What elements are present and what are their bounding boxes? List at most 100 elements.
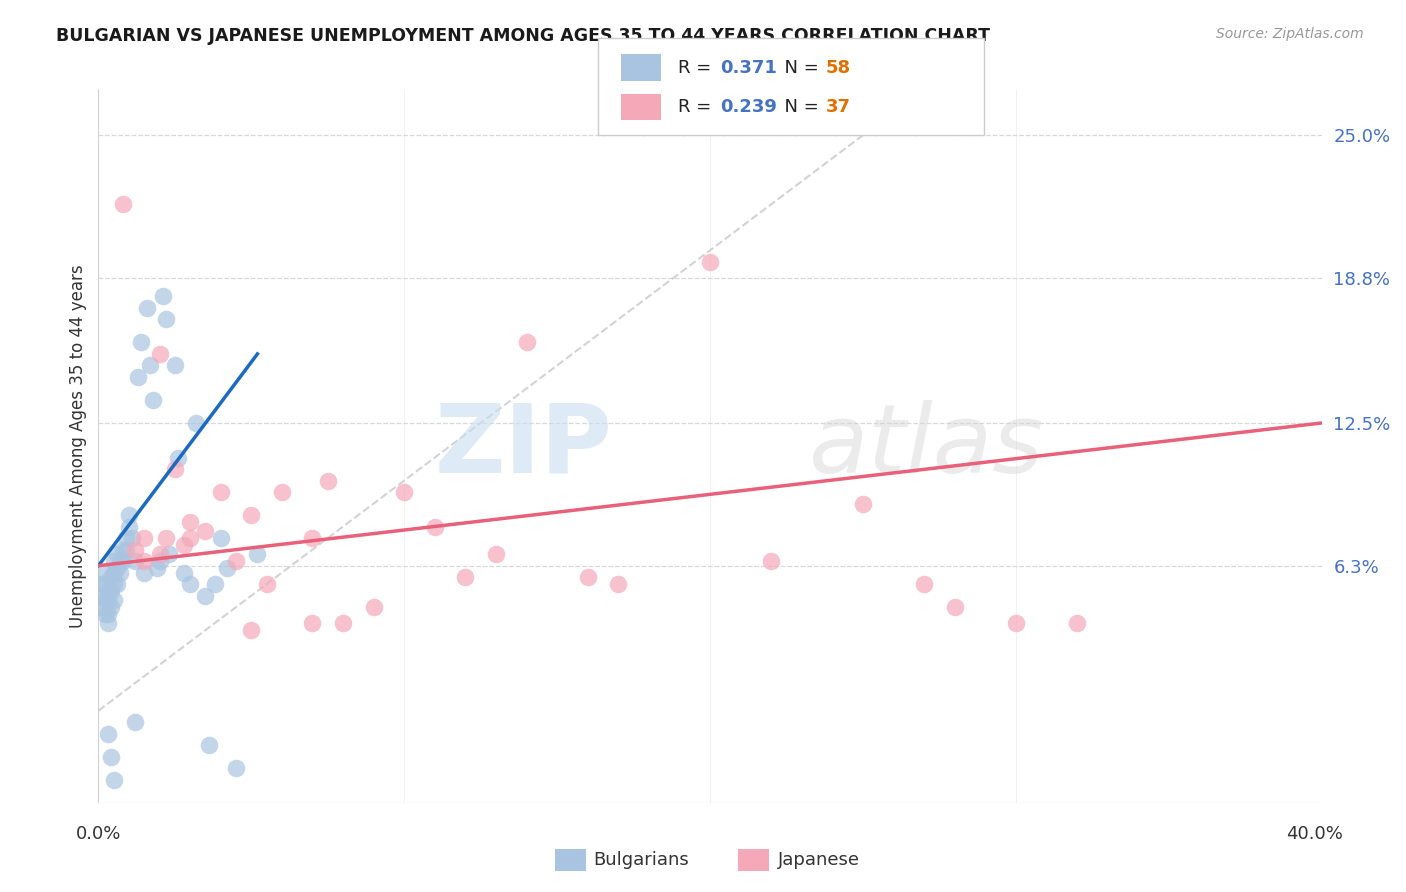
Text: 0.371: 0.371 <box>720 59 776 77</box>
Point <box>97 727 120 741</box>
Point <box>332 616 354 631</box>
Point <box>363 600 385 615</box>
Text: atlas: atlas <box>808 400 1043 492</box>
Point <box>215 561 238 575</box>
Text: R =: R = <box>678 98 717 116</box>
Point <box>301 616 323 631</box>
Point <box>149 547 172 561</box>
Point <box>103 593 125 607</box>
Point <box>179 515 201 529</box>
Point <box>454 570 477 584</box>
Text: Japanese: Japanese <box>778 851 859 869</box>
Point <box>316 474 339 488</box>
Point <box>103 577 125 591</box>
Y-axis label: Unemployment Among Ages 35 to 44 years: Unemployment Among Ages 35 to 44 years <box>69 264 87 628</box>
Point <box>912 577 935 591</box>
Point <box>97 616 120 631</box>
Point <box>852 497 875 511</box>
Point <box>103 566 125 580</box>
Point <box>139 359 162 373</box>
Point <box>90 600 112 615</box>
Point <box>124 715 146 730</box>
Point <box>155 312 177 326</box>
Point <box>100 570 122 584</box>
Point <box>485 547 508 561</box>
Point <box>142 392 165 407</box>
Point <box>225 554 247 568</box>
Point <box>108 566 131 580</box>
Point <box>204 577 226 591</box>
Point <box>124 554 146 568</box>
Point <box>134 531 156 545</box>
Point <box>163 359 186 373</box>
Point <box>136 301 159 315</box>
Point <box>179 531 201 545</box>
Text: 40.0%: 40.0% <box>1286 825 1343 843</box>
Point <box>209 531 232 545</box>
Point <box>173 566 195 580</box>
Point <box>607 577 630 591</box>
Text: 58: 58 <box>825 59 851 77</box>
Point <box>115 542 138 557</box>
Point <box>121 531 143 545</box>
Point <box>155 531 177 545</box>
Point <box>186 416 208 430</box>
Point <box>118 508 141 522</box>
Text: 0.239: 0.239 <box>720 98 776 116</box>
Point <box>90 589 112 603</box>
Point <box>516 335 538 350</box>
Point <box>93 566 115 580</box>
Point <box>100 600 122 615</box>
Point <box>194 589 217 603</box>
Text: ZIP: ZIP <box>434 400 612 492</box>
Point <box>423 519 446 533</box>
Point <box>108 554 131 568</box>
Point <box>209 485 232 500</box>
Text: N =: N = <box>773 98 825 116</box>
Point <box>699 255 721 269</box>
Point <box>240 623 263 637</box>
Text: Bulgarians: Bulgarians <box>593 851 689 869</box>
Point <box>240 508 263 522</box>
Point <box>157 547 180 561</box>
Point <box>197 738 219 752</box>
Point <box>145 561 167 575</box>
Point <box>194 524 217 538</box>
Point <box>1066 616 1088 631</box>
Point <box>179 577 201 591</box>
Point <box>167 450 190 465</box>
Point <box>127 370 149 384</box>
Point <box>124 542 146 557</box>
Point <box>115 531 138 545</box>
Text: 0.0%: 0.0% <box>76 825 121 843</box>
Point <box>97 607 120 621</box>
Text: Source: ZipAtlas.com: Source: ZipAtlas.com <box>1216 27 1364 41</box>
Point <box>173 538 195 552</box>
Point <box>111 197 134 211</box>
Point <box>134 566 156 580</box>
Point <box>97 584 120 599</box>
Point <box>93 607 115 621</box>
Point <box>100 584 122 599</box>
Point <box>149 554 172 568</box>
Point <box>93 577 115 591</box>
Point <box>225 761 247 775</box>
Point <box>149 347 172 361</box>
Point <box>576 570 599 584</box>
Point <box>103 772 125 787</box>
Text: 37: 37 <box>825 98 851 116</box>
Point <box>392 485 416 500</box>
Point <box>152 289 174 303</box>
Point <box>163 462 186 476</box>
Point <box>103 554 125 568</box>
Text: BULGARIAN VS JAPANESE UNEMPLOYMENT AMONG AGES 35 TO 44 YEARS CORRELATION CHART: BULGARIAN VS JAPANESE UNEMPLOYMENT AMONG… <box>56 27 990 45</box>
Point <box>111 542 134 557</box>
Point <box>129 335 152 350</box>
Point <box>1004 616 1026 631</box>
Text: N =: N = <box>773 59 825 77</box>
Point <box>105 561 128 575</box>
Point <box>270 485 294 500</box>
Point <box>256 577 278 591</box>
Point <box>761 554 783 568</box>
Point <box>100 749 122 764</box>
